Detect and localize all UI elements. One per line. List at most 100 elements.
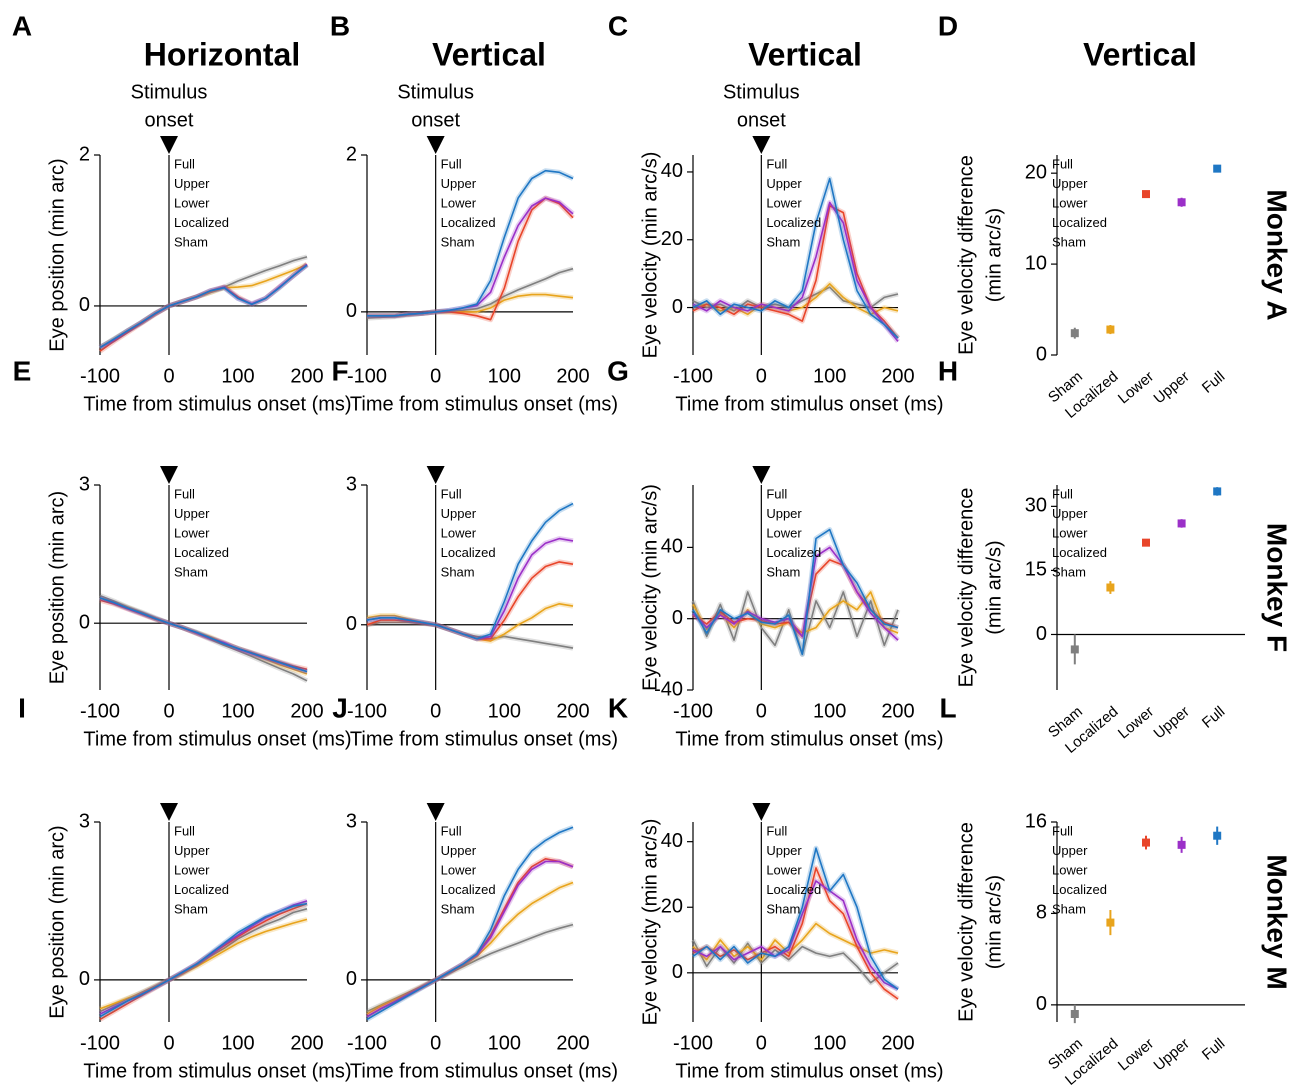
side-label: Monkey A bbox=[1262, 189, 1293, 320]
legend-entry: Localized bbox=[766, 215, 821, 230]
legend-entry: Localized bbox=[174, 545, 229, 560]
x-axis-label: Time from stimulus onset (ms) bbox=[350, 1060, 618, 1082]
legend-entry: Full bbox=[174, 156, 195, 171]
x-tick-label: 200 bbox=[556, 700, 589, 722]
y-axis-label: Eye velocity (min arc/s) bbox=[639, 819, 661, 1026]
legend-entry: Sham bbox=[441, 234, 475, 249]
y-axis-label: Eye position (min arc) bbox=[46, 825, 68, 1018]
x-tick-label: Full bbox=[1199, 703, 1228, 732]
series-band bbox=[98, 254, 308, 350]
panel-label: G bbox=[607, 355, 629, 386]
onset-marker bbox=[752, 803, 771, 821]
panel-title: Vertical bbox=[1083, 36, 1197, 72]
legend-entry: Full bbox=[766, 156, 787, 171]
legend-entry: Full bbox=[174, 823, 195, 838]
panel-label: B bbox=[330, 10, 350, 41]
x-tick-label: Upper bbox=[1150, 368, 1192, 407]
x-tick-label: 0 bbox=[430, 365, 441, 387]
x-tick-label: 200 bbox=[290, 700, 323, 722]
legend-entry: Full bbox=[441, 823, 462, 838]
y-tick-label: 0 bbox=[672, 296, 683, 318]
legend-entry: Upper bbox=[766, 506, 802, 521]
dot bbox=[1213, 831, 1222, 840]
legend-entry: Upper bbox=[174, 176, 210, 191]
x-tick-label: Upper bbox=[1150, 1035, 1192, 1074]
y-tick-label: 10 bbox=[1025, 252, 1047, 274]
y-tick-label: 0 bbox=[1036, 343, 1047, 365]
series-line bbox=[692, 546, 899, 641]
annotation: onset bbox=[145, 109, 194, 131]
panel-title: Vertical bbox=[432, 36, 546, 72]
series-line bbox=[366, 923, 574, 1013]
y-tick-label: 8 bbox=[1036, 902, 1047, 924]
y-axis-label: Eye velocity difference bbox=[955, 822, 977, 1022]
x-tick-label: 200 bbox=[881, 1032, 914, 1054]
x-tick-label: 100 bbox=[813, 700, 846, 722]
legend-entry: Localized bbox=[174, 882, 229, 897]
legend-entry: Sham bbox=[766, 234, 800, 249]
dot bbox=[1213, 487, 1222, 496]
series-line bbox=[692, 559, 899, 638]
panel-label: H bbox=[938, 355, 958, 386]
x-tick-label: 100 bbox=[488, 700, 521, 722]
y-axis-label: Eye velocity (min arc/s) bbox=[639, 484, 661, 691]
x-tick-label: Full bbox=[1199, 1035, 1228, 1064]
x-tick-label: 200 bbox=[290, 1032, 323, 1054]
legend-entry: Localized bbox=[766, 882, 821, 897]
x-axis-label: Time from stimulus onset (ms) bbox=[675, 393, 943, 415]
onset-marker bbox=[160, 803, 178, 821]
legend-entry: Sham bbox=[441, 564, 475, 579]
legend-entry: Localized bbox=[766, 545, 821, 560]
legend-entry: Sham bbox=[1052, 234, 1086, 249]
y-tick-label: 3 bbox=[346, 810, 357, 832]
legend-entry: Sham bbox=[174, 901, 208, 916]
onset-marker bbox=[160, 136, 178, 154]
series-line bbox=[99, 902, 308, 1018]
panel-label: C bbox=[608, 10, 628, 41]
legend-entry: Localized bbox=[441, 545, 496, 560]
series-line bbox=[99, 264, 308, 349]
x-tick-label: 100 bbox=[813, 365, 846, 387]
dot bbox=[1213, 164, 1222, 173]
panel-title: Vertical bbox=[748, 36, 862, 72]
y-tick-label: 0 bbox=[79, 294, 90, 316]
legend-entry: Sham bbox=[174, 234, 208, 249]
legend-entry: Localized bbox=[1052, 215, 1107, 230]
onset-marker bbox=[160, 466, 178, 484]
dot bbox=[1177, 519, 1186, 528]
series-line bbox=[99, 597, 308, 673]
panel-label: E bbox=[13, 355, 32, 386]
y-axis-label: Eye position (min arc) bbox=[46, 491, 68, 684]
x-tick-label: 0 bbox=[430, 1032, 441, 1054]
y-tick-label: 0 bbox=[672, 961, 683, 983]
panel-label: F bbox=[331, 355, 348, 386]
legend-entry: Full bbox=[1052, 823, 1073, 838]
series-line bbox=[366, 621, 574, 649]
dot bbox=[1106, 325, 1115, 334]
x-tick-label: -100 bbox=[673, 365, 713, 387]
panel-label: A bbox=[12, 10, 32, 41]
x-tick-label: 100 bbox=[221, 700, 254, 722]
x-tick-label: -100 bbox=[347, 365, 387, 387]
legend-entry: Lower bbox=[174, 862, 210, 877]
legend-entry: Upper bbox=[174, 506, 210, 521]
onset-marker bbox=[426, 136, 445, 154]
y-tick-label: 0 bbox=[79, 611, 90, 633]
x-tick-label: 200 bbox=[290, 365, 323, 387]
dot bbox=[1070, 329, 1079, 338]
y-tick-label: 40 bbox=[661, 536, 683, 558]
x-tick-label: Lower bbox=[1115, 368, 1157, 407]
legend-entry: Lower bbox=[441, 525, 477, 540]
legend-entry: Full bbox=[441, 486, 462, 501]
legend-entry: Upper bbox=[1052, 843, 1088, 858]
x-tick-label: -100 bbox=[673, 1032, 713, 1054]
dot bbox=[1070, 1010, 1079, 1018]
annotation: Stimulus bbox=[723, 81, 800, 103]
x-tick-label: Upper bbox=[1150, 703, 1192, 742]
panel-label: D bbox=[938, 10, 958, 41]
legend-entry: Full bbox=[1052, 486, 1073, 501]
x-tick-label: 100 bbox=[488, 365, 521, 387]
x-tick-label: -100 bbox=[347, 1032, 387, 1054]
annotation: onset bbox=[737, 109, 786, 131]
